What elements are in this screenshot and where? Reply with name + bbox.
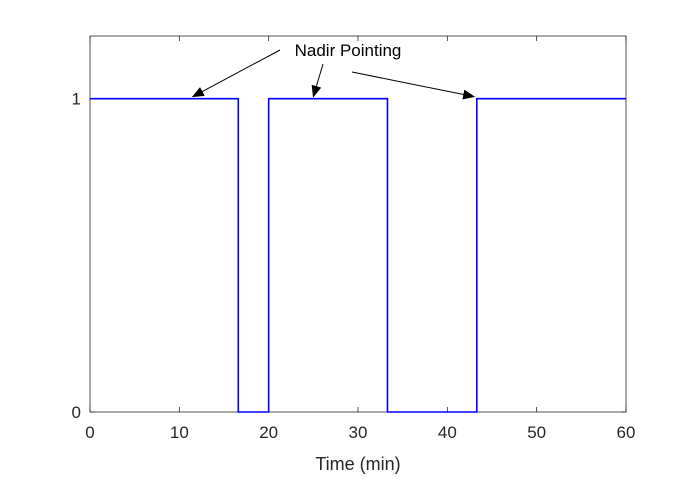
annotation-arrow [351, 71, 476, 100]
annotation-layer: Nadir Pointing [191, 41, 476, 100]
series-line [90, 97, 626, 413]
x-axis-label: Time (min) [315, 454, 400, 474]
plot-area-frame [89, 35, 627, 413]
x-tick-label: 0 [85, 423, 94, 442]
x-tick-label: 60 [617, 423, 636, 442]
x-tick-label: 30 [349, 423, 368, 442]
annotation-arrow [311, 63, 324, 98]
x-tick-label: 50 [527, 423, 546, 442]
x-tick-label: 40 [438, 423, 457, 442]
y-tick-label: 0 [72, 403, 81, 422]
series-layer [90, 97, 626, 413]
annotation-arrow [191, 49, 281, 98]
y-tick-label: 1 [72, 90, 81, 109]
x-tick-label: 20 [259, 423, 278, 442]
x-axis-ticks: 0 10 20 30 40 50 60 [85, 36, 635, 442]
annotation-label: Nadir Pointing [295, 41, 402, 60]
x-tick-label: 10 [170, 423, 189, 442]
